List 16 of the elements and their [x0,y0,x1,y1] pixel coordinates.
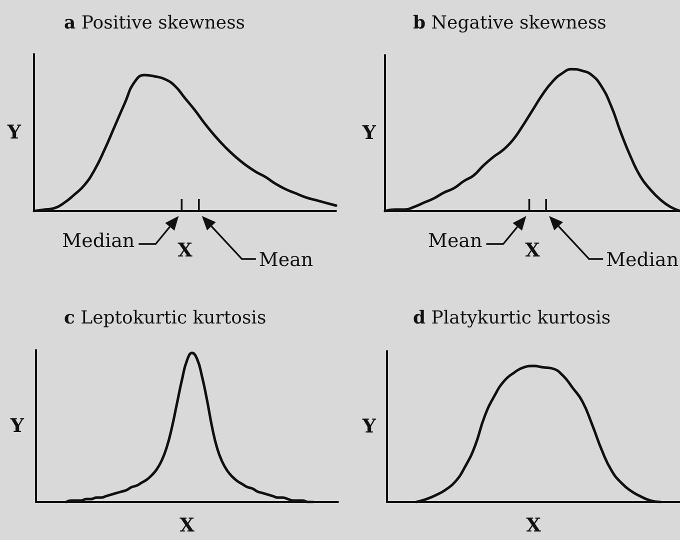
chart-title: c Leptokurtic kurtosis [64,308,266,328]
x-axis-title: X [180,514,195,536]
y-axis-title: Y [361,122,376,144]
chart-title: a Positive skewness [64,12,246,34]
chart-title: b Negative skewness [413,12,606,34]
text: Mean [258,249,314,271]
text: Median [62,230,135,252]
y-axis-title: Y [9,415,24,437]
x-axis-title: X [526,514,542,536]
x-axis-title: X [178,240,193,262]
text: Mean [428,230,482,252]
text: Median [606,249,679,271]
chart-title: d Platykurtic kurtosis [413,308,611,328]
y-axis-title: Y [6,122,22,144]
y-axis-title: Y [361,416,376,438]
x-axis-title: X [525,240,540,262]
